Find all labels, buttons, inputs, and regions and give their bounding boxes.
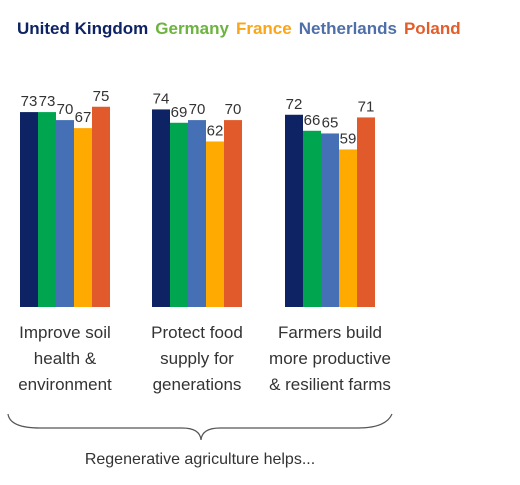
group-brace [7, 413, 393, 440]
legend-item-poland: Poland [403, 19, 461, 38]
bar-france-0 [74, 128, 92, 307]
data-label-netherlands-1: 70 [189, 101, 206, 118]
data-label-germany-0: 73 [39, 93, 56, 110]
bar-germany-1 [170, 122, 188, 308]
data-label-germany-1: 69 [171, 104, 188, 121]
bar-france-1 [206, 141, 224, 307]
data-label-poland-0: 75 [93, 88, 110, 105]
legend-item-united-kingdom: United Kingdom [17, 19, 149, 38]
bar-poland-2 [357, 117, 375, 308]
data-label-united-kingdom-2: 72 [286, 96, 303, 113]
bar-netherlands-2 [321, 133, 339, 307]
data-label-germany-2: 66 [304, 112, 321, 129]
bar-poland-0 [92, 106, 110, 307]
data-label-france-2: 59 [340, 130, 357, 147]
data-label-netherlands-0: 70 [57, 101, 74, 118]
bar-united-kingdom-2 [285, 114, 303, 307]
bar-france-2 [339, 149, 357, 307]
legend-item-netherlands: Netherlands [298, 19, 397, 38]
data-label-united-kingdom-1: 74 [153, 90, 170, 107]
category-label-0: Improve soil health & environment [18, 323, 112, 394]
legend-item-france: France [235, 19, 292, 38]
data-label-france-1: 62 [207, 122, 224, 139]
data-label-poland-2: 71 [358, 98, 375, 115]
data-label-netherlands-2: 65 [322, 114, 339, 131]
bar-netherlands-0 [56, 120, 74, 307]
bar-germany-0 [38, 112, 56, 307]
footer-caption: Regenerative agriculture helps... [84, 451, 316, 468]
data-label-united-kingdom-0: 73 [21, 93, 38, 110]
legend: United Kingdom Germany France Netherlands Po… [17, 19, 517, 39]
bar-netherlands-1 [188, 120, 206, 307]
data-label-france-0: 67 [75, 109, 92, 126]
bar-united-kingdom-0 [20, 112, 38, 307]
bar-poland-1 [224, 120, 242, 307]
bar-united-kingdom-1 [152, 109, 170, 307]
category-label-2: Farmers build more productive & resilien… [269, 323, 391, 394]
data-label-poland-1: 70 [225, 101, 242, 118]
legend-item-germany: Germany [155, 19, 229, 38]
bar-germany-2 [303, 130, 321, 307]
category-label-1: Protect food supply for generations [151, 323, 243, 394]
